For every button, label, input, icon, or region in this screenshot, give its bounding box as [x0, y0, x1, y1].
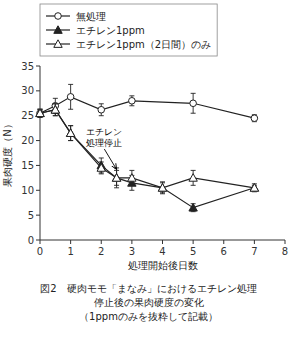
data-point: [158, 184, 166, 192]
x-tick-label: 1: [67, 246, 73, 257]
data-point: [128, 174, 136, 182]
data-point: [189, 174, 197, 182]
y-tick: [36, 66, 40, 67]
y-tick-label: 30: [21, 85, 34, 96]
legend-marker: [54, 40, 62, 48]
legend-label: エチレン1ppm: [76, 25, 145, 36]
x-tick: [131, 240, 132, 244]
caption: （1ppmのみを抜粋して記載）: [79, 311, 218, 322]
legend-marker: [54, 26, 62, 34]
x-tick: [70, 240, 71, 244]
y-tick: [36, 140, 40, 141]
data-point: [66, 129, 74, 137]
data-point: [129, 98, 136, 105]
legend: 無処理エチレン1ppm エチレン1ppm（2日間）のみ: [40, 4, 217, 56]
legend-marker: [55, 13, 62, 20]
y-tick: [36, 240, 40, 241]
data-point: [66, 129, 74, 137]
y-tick: [36, 165, 40, 166]
y-tick-label: 35: [21, 61, 34, 72]
legend-label: エチレン1ppm（2日間）のみ: [76, 39, 211, 50]
x-tick: [223, 240, 224, 244]
x-tick-label: 5: [190, 246, 196, 257]
error-bar: [99, 104, 104, 116]
legend-label: 無処理: [76, 11, 106, 22]
y-tick: [36, 190, 40, 191]
x-tick-label: 4: [159, 246, 165, 257]
x-tick-label: 0: [37, 246, 43, 257]
x-tick: [40, 240, 41, 244]
x-tick-label: 8: [282, 246, 288, 257]
annotation: エチレン処理停止: [86, 127, 122, 148]
data-point: [189, 203, 197, 211]
caption: 図2 硬肉モモ「まなみ」におけるエチレン処理: [40, 283, 256, 294]
x-tick: [101, 240, 102, 244]
y-axis-line: [40, 66, 41, 240]
data-point: [36, 109, 44, 117]
series-line: [40, 110, 254, 208]
data-point: [97, 164, 105, 172]
chart: 0 1 2 3 4 5 6 7 8 0 5 10 15 20 25 30 35 処理開始後日数 果肉硬度（N） エチレ…: [0, 0, 297, 341]
caption: 停止後の果肉硬度の変化: [94, 297, 204, 308]
annotation-arrow: [104, 149, 116, 169]
x-tick-label: 7: [251, 246, 257, 257]
error-bar: [252, 115, 257, 122]
y-tick-label: 5: [28, 210, 34, 221]
data-point: [51, 106, 59, 114]
y-tick-label: 20: [21, 135, 34, 146]
error-bar: [68, 84, 73, 109]
data-point: [67, 94, 74, 101]
x-tick-label: 3: [129, 246, 135, 257]
error-bar: [129, 96, 134, 106]
series-line: [40, 110, 254, 188]
data-point: [51, 106, 59, 114]
x-tick-label: 2: [98, 246, 104, 257]
y-tick: [36, 215, 40, 216]
y-tick-label: 10: [21, 185, 34, 196]
x-axis-label: 処理開始後日数: [128, 260, 198, 271]
y-tick-label: 25: [21, 110, 34, 121]
plot-area: [36, 84, 259, 211]
y-tick: [36, 90, 40, 91]
data-point: [250, 184, 258, 192]
x-tick: [193, 240, 194, 244]
data-point: [190, 100, 197, 107]
x-tick: [162, 240, 163, 244]
x-tick: [285, 240, 286, 244]
data-point: [251, 115, 258, 122]
legend-box: [40, 4, 217, 56]
y-axis-label: 果肉硬度（N）: [2, 119, 13, 186]
data-point: [37, 110, 44, 117]
y-tick-label: 0: [28, 235, 34, 246]
data-point: [98, 106, 105, 113]
x-tick: [254, 240, 255, 244]
y-tick-label: 15: [21, 160, 34, 171]
x-tick-label: 6: [221, 246, 227, 257]
data-point: [112, 174, 120, 182]
error-bar: [191, 93, 196, 113]
